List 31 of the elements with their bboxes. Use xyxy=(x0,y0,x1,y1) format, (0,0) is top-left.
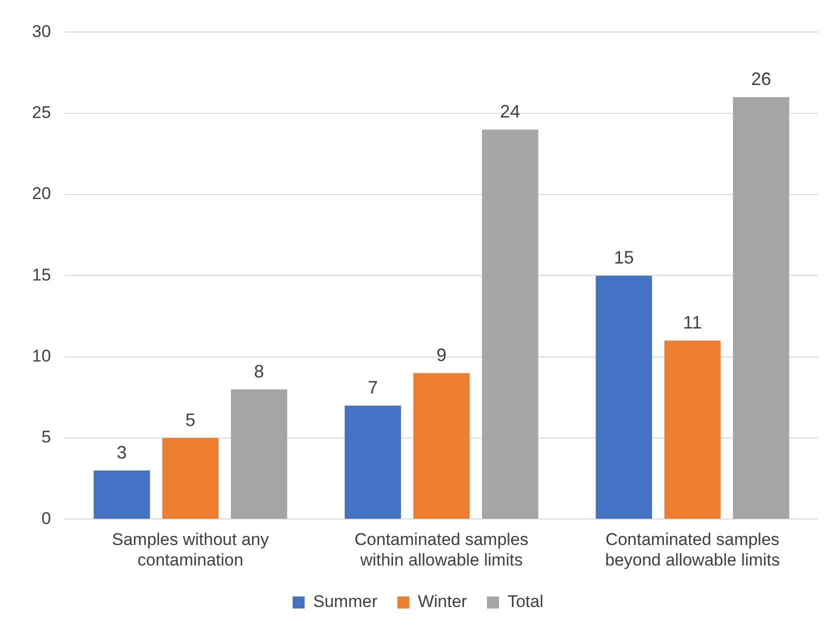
data-label: 24 xyxy=(500,102,520,122)
bar xyxy=(664,340,721,519)
data-label: 7 xyxy=(368,378,378,398)
y-tick-label: 10 xyxy=(32,346,51,366)
bar xyxy=(482,130,538,519)
data-label: 9 xyxy=(436,345,446,366)
data-label: 3 xyxy=(116,442,127,462)
data-label: 15 xyxy=(614,248,634,268)
data-label: 26 xyxy=(751,69,772,90)
legend-label: Winter xyxy=(418,592,468,612)
y-tick-label: 20 xyxy=(32,184,51,204)
data-label: 5 xyxy=(185,410,196,430)
bar xyxy=(344,406,401,519)
legend-label: Total xyxy=(507,592,544,612)
x-tick-label: Samples without any contamination xyxy=(112,530,270,570)
y-tick-label: 5 xyxy=(41,428,51,447)
y-tick-label: 15 xyxy=(32,265,51,284)
bar xyxy=(230,389,288,519)
y-tick-label: 25 xyxy=(32,103,51,122)
bar xyxy=(94,470,150,519)
x-tick-label: Contaminated samples beyond allowable limits xyxy=(605,530,780,570)
data-label: 11 xyxy=(683,312,702,333)
bar xyxy=(413,373,470,519)
data-label: 8 xyxy=(254,361,264,382)
bar xyxy=(162,438,219,519)
legend-label: Summer xyxy=(313,592,378,612)
y-tick-label: 30 xyxy=(32,22,51,41)
x-tick-label: Contaminated samples within allowable limits xyxy=(354,530,528,570)
bar xyxy=(732,97,790,519)
bar xyxy=(596,276,652,519)
y-tick-label: 0 xyxy=(41,508,51,528)
